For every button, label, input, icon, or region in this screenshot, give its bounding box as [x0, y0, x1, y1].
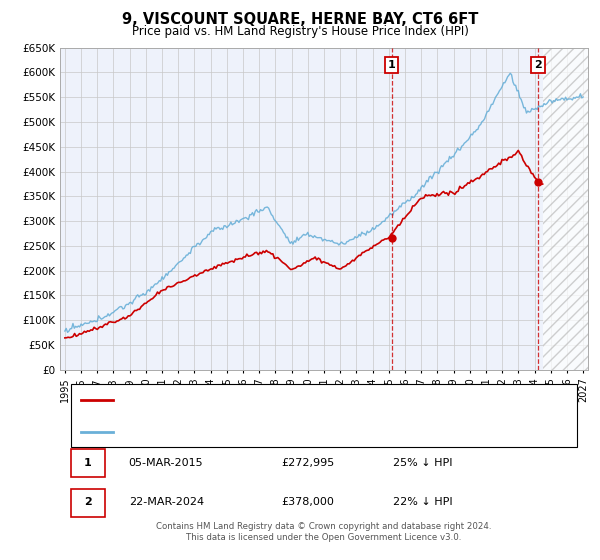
- Text: 1: 1: [84, 458, 92, 468]
- Text: £272,995: £272,995: [282, 458, 335, 468]
- Text: 22% ↓ HPI: 22% ↓ HPI: [392, 497, 452, 507]
- Bar: [542, 48, 588, 370]
- Text: 1: 1: [388, 60, 395, 70]
- Text: 05-MAR-2015: 05-MAR-2015: [128, 458, 203, 468]
- Text: 2: 2: [534, 60, 542, 70]
- Text: 9, VISCOUNT SQUARE, HERNE BAY, CT6 6FT (detached house): 9, VISCOUNT SQUARE, HERNE BAY, CT6 6FT (…: [124, 395, 463, 405]
- Bar: [542, 48, 588, 370]
- Text: 25% ↓ HPI: 25% ↓ HPI: [392, 458, 452, 468]
- Bar: [71, 384, 577, 447]
- Text: Contains HM Land Registry data © Crown copyright and database right 2024.
This d: Contains HM Land Registry data © Crown c…: [156, 522, 492, 542]
- FancyBboxPatch shape: [71, 450, 105, 477]
- Text: £378,000: £378,000: [282, 497, 335, 507]
- Text: 22-MAR-2024: 22-MAR-2024: [128, 497, 204, 507]
- Text: 2: 2: [84, 497, 92, 507]
- Text: 9, VISCOUNT SQUARE, HERNE BAY, CT6 6FT: 9, VISCOUNT SQUARE, HERNE BAY, CT6 6FT: [122, 12, 478, 27]
- Text: HPI: Average price, detached house, Canterbury: HPI: Average price, detached house, Cant…: [124, 427, 387, 437]
- FancyBboxPatch shape: [71, 489, 105, 516]
- Text: Price paid vs. HM Land Registry's House Price Index (HPI): Price paid vs. HM Land Registry's House …: [131, 25, 469, 38]
